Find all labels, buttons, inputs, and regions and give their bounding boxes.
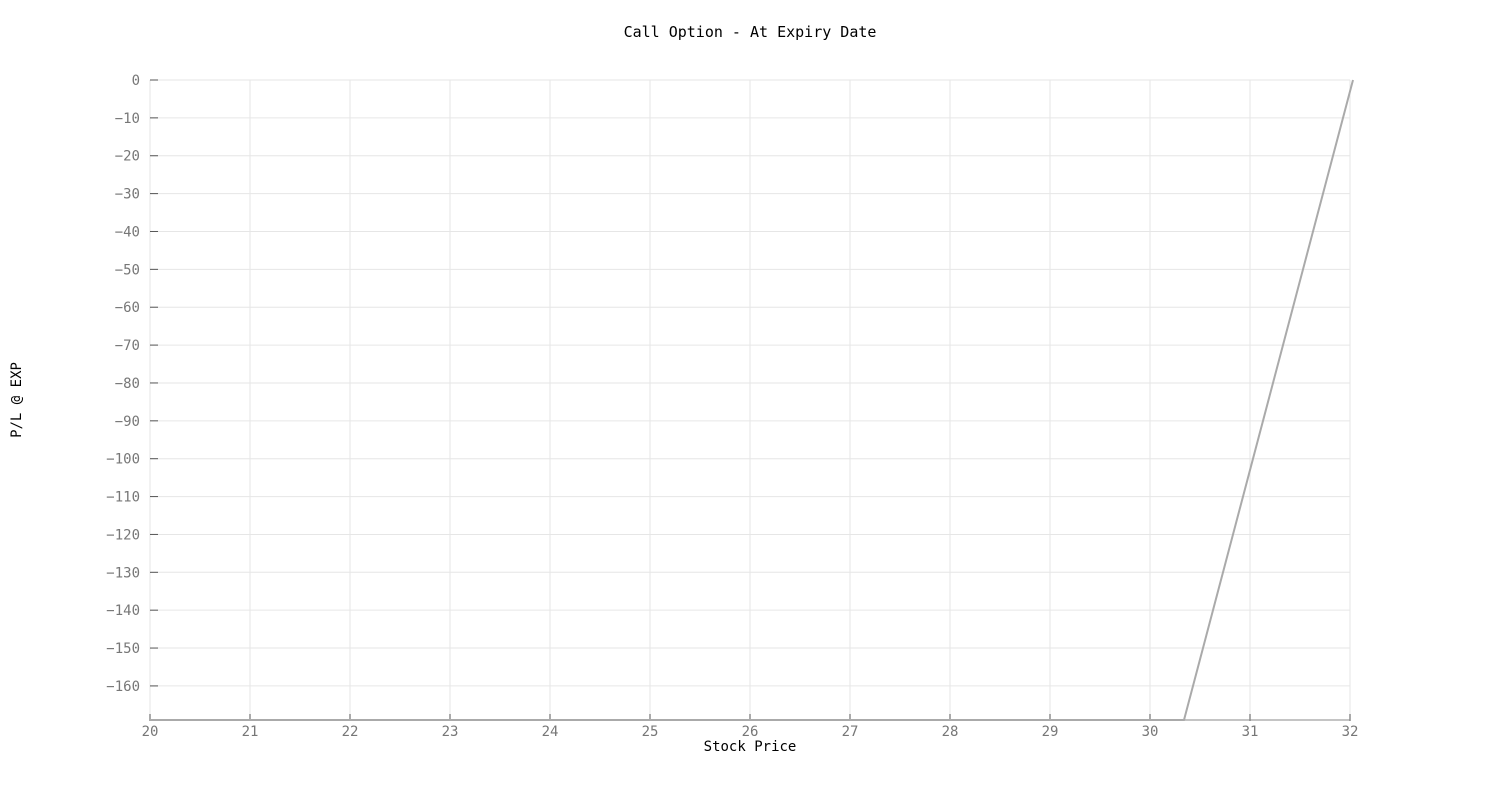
x-tick-label: 31	[1242, 724, 1259, 740]
x-axis-label: Stock Price	[704, 739, 797, 755]
y-tick-label: −100	[106, 452, 140, 468]
series-layer	[150, 79, 1354, 721]
y-tick-label: −90	[115, 414, 140, 430]
y-tick-label: −110	[106, 490, 140, 506]
x-tick-label: 27	[842, 724, 859, 740]
series-line	[150, 79, 1354, 721]
y-tick-label: −130	[106, 565, 140, 581]
x-tick-label: 29	[1042, 724, 1059, 740]
y-tick-label: −30	[115, 187, 140, 203]
y-tick-label: −50	[115, 262, 140, 278]
x-tick-label: 23	[442, 724, 459, 740]
y-tick-label: −20	[115, 149, 140, 165]
y-tick-label: −10	[115, 111, 140, 127]
x-tick-label: 32	[1342, 724, 1359, 740]
x-tick-label: 22	[342, 724, 359, 740]
x-tick-label: 30	[1142, 724, 1159, 740]
y-tick-label: 0	[132, 73, 140, 89]
y-tick-label: −80	[115, 376, 140, 392]
x-tick-label: 21	[242, 724, 259, 740]
y-tick-label: −40	[115, 224, 140, 240]
y-tick-label: −150	[106, 641, 140, 657]
x-tick-label: 20	[142, 724, 159, 740]
x-tick-label: 24	[542, 724, 559, 740]
y-axis-label: P/L @ EXP	[9, 362, 25, 438]
grid	[149, 79, 1351, 720]
axes: 20 21 22 23 24 25 26 27 28 29 30 31 32 0 −10 −20 −30 −40 −…	[106, 73, 1358, 740]
y-tick-label: −120	[106, 527, 140, 543]
x-tick-label: 25	[642, 724, 659, 740]
y-tick-label: −60	[115, 300, 140, 316]
y-tick-label: −70	[115, 338, 140, 354]
x-tick-label: 26	[742, 724, 759, 740]
y-tick-label: −140	[106, 603, 140, 619]
x-tick-label: 28	[942, 724, 959, 740]
y-tick-label: −160	[106, 679, 140, 695]
chart-title: Call Option - At Expiry Date	[624, 23, 877, 41]
